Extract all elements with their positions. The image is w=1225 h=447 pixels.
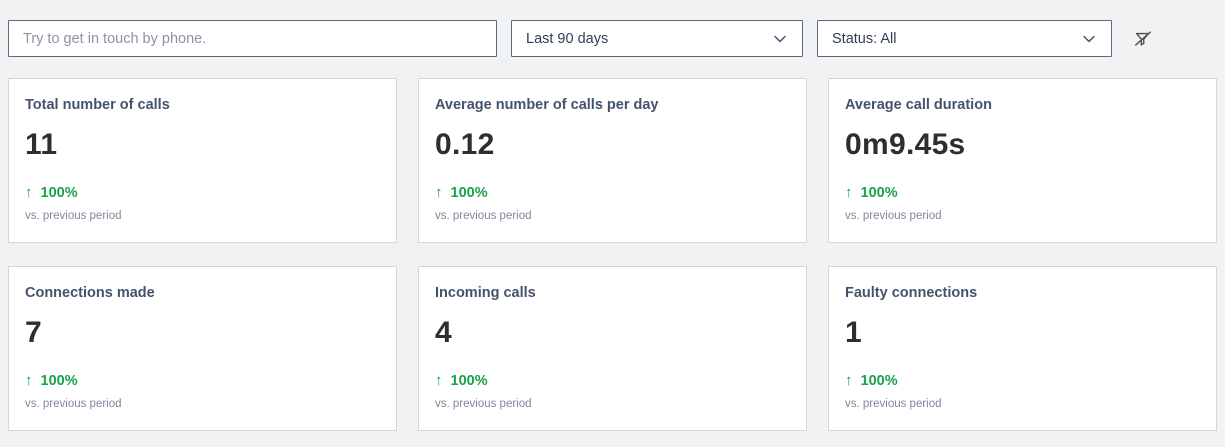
card-trend: ↑ 100% [435, 184, 790, 201]
status-select[interactable]: Status: All [817, 20, 1112, 57]
filter-bar: Last 90 days Status: All [0, 0, 1225, 57]
card-trend: ↑ 100% [845, 372, 1200, 389]
card-value: 11 [25, 128, 58, 161]
trend-value: 100% [860, 184, 898, 201]
clear-filter-button[interactable] [1130, 26, 1156, 52]
trend-value: 100% [40, 372, 78, 389]
card-title: Average number of calls per day [435, 97, 659, 113]
card-value: 4 [435, 316, 452, 349]
card-value: 0m9.45s [845, 128, 966, 161]
stat-card-incoming-calls: Incoming calls 4 ↑ 100% vs. previous per… [418, 266, 807, 431]
card-title: Total number of calls [25, 97, 170, 113]
trend-value: 100% [860, 372, 898, 389]
card-trend: ↑ 100% [435, 372, 790, 389]
stats-grid: Total number of calls 11 ↑ 100% vs. prev… [0, 57, 1225, 431]
trend-up-icon: ↑ [435, 372, 443, 389]
trend-up-icon: ↑ [845, 184, 853, 201]
card-trend: ↑ 100% [845, 184, 1200, 201]
card-title: Connections made [25, 285, 155, 301]
card-value: 7 [25, 316, 42, 349]
chevron-down-icon [772, 31, 788, 47]
compare-label: vs. previous period [435, 210, 532, 222]
compare-label: vs. previous period [25, 210, 122, 222]
filter-off-icon [1132, 28, 1154, 50]
search-input[interactable] [8, 20, 497, 57]
compare-label: vs. previous period [435, 398, 532, 410]
stat-card-avg-calls-per-day: Average number of calls per day 0.12 ↑ 1… [418, 78, 807, 243]
card-title: Faulty connections [845, 285, 978, 301]
card-title: Average call duration [845, 97, 992, 113]
stat-card-connections-made: Connections made 7 ↑ 100% vs. previous p… [8, 266, 397, 431]
status-value: Status: All [832, 30, 897, 47]
date-range-value: Last 90 days [526, 30, 609, 47]
date-range-select[interactable]: Last 90 days [511, 20, 803, 57]
trend-up-icon: ↑ [845, 372, 853, 389]
card-trend: ↑ 100% [25, 184, 380, 201]
trend-value: 100% [40, 184, 78, 201]
card-value: 0.12 [435, 128, 495, 161]
card-title: Incoming calls [435, 285, 536, 301]
card-value: 1 [845, 316, 862, 349]
trend-value: 100% [450, 184, 488, 201]
stat-card-total-calls: Total number of calls 11 ↑ 100% vs. prev… [8, 78, 397, 243]
compare-label: vs. previous period [25, 398, 122, 410]
trend-value: 100% [450, 372, 488, 389]
compare-label: vs. previous period [845, 398, 942, 410]
compare-label: vs. previous period [845, 210, 942, 222]
trend-up-icon: ↑ [435, 184, 443, 201]
card-trend: ↑ 100% [25, 372, 380, 389]
chevron-down-icon [1081, 31, 1097, 47]
stat-card-avg-call-duration: Average call duration 0m9.45s ↑ 100% vs.… [828, 78, 1217, 243]
trend-up-icon: ↑ [25, 184, 33, 201]
stat-card-faulty-connections: Faulty connections 1 ↑ 100% vs. previous… [828, 266, 1217, 431]
trend-up-icon: ↑ [25, 372, 33, 389]
